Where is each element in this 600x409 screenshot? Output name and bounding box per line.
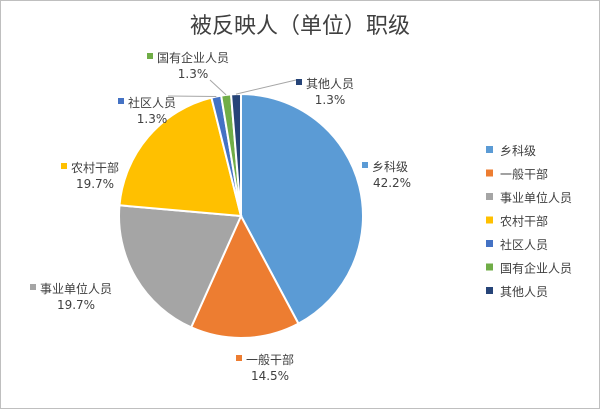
legend-swatch-3	[486, 193, 493, 200]
slice-2	[189, 213, 300, 340]
slice-2-label-value: 14.5%	[251, 369, 289, 383]
legend-label-3: 事业单位人员	[500, 190, 572, 205]
slice-4-label-name: 农村干部	[71, 160, 119, 175]
slice-7-label-marker	[296, 79, 302, 85]
legend-label-4: 农村干部	[500, 214, 548, 229]
slice-4-label-value: 19.7%	[76, 177, 114, 191]
slice-5-label-value: 1.3%	[137, 112, 168, 126]
slice-5-leader-line	[167, 95, 217, 97]
legend-swatch-2	[486, 169, 493, 177]
slice-1-label-value: 42.2%	[373, 176, 411, 190]
slice-6-label-value: 1.3%	[178, 67, 209, 81]
slice-1	[240, 92, 364, 325]
slice-1-label-name: 乡科级	[372, 160, 408, 174]
slice-3	[118, 204, 243, 329]
slice-3-label-marker	[30, 284, 36, 290]
legend-label-1: 乡科级	[500, 144, 536, 158]
slice-3-label-name: 事业单位人员	[40, 281, 112, 296]
slice-1-label-marker	[362, 162, 368, 168]
legend-swatch-1	[486, 146, 493, 153]
slice-4-label-marker	[61, 163, 67, 169]
legend-label-7: 其他人员	[500, 285, 548, 299]
legend-label-2: 一般干部	[500, 167, 548, 182]
slice-5-label-marker	[118, 98, 124, 104]
slice-7-label-name: 其他人员	[306, 77, 354, 91]
slice-2-label-name: 一般干部	[246, 352, 294, 367]
slice-6-label-name: 国有企业人员	[157, 50, 229, 65]
slice-6-label-marker	[147, 53, 153, 59]
slice-2-label-marker	[236, 355, 242, 361]
slice-7-label-value: 1.3%	[315, 93, 346, 107]
legend-swatch-5	[486, 240, 493, 247]
slice-5-label-name: 社区人员	[128, 95, 176, 110]
legend-label-6: 国有企业人员	[500, 261, 572, 276]
slice-6-leader-line	[209, 79, 227, 96]
slice-4	[118, 96, 243, 218]
legend-label-5: 社区人员	[500, 237, 548, 252]
legend-swatch-7	[486, 287, 493, 294]
slice-7-leader-line	[235, 79, 297, 95]
legend-swatch-4	[486, 216, 493, 224]
legend-swatch-6	[486, 263, 493, 271]
chart-title: 被反映人（单位）职级	[189, 14, 410, 39]
slice-3-label-value: 19.7%	[57, 298, 95, 312]
